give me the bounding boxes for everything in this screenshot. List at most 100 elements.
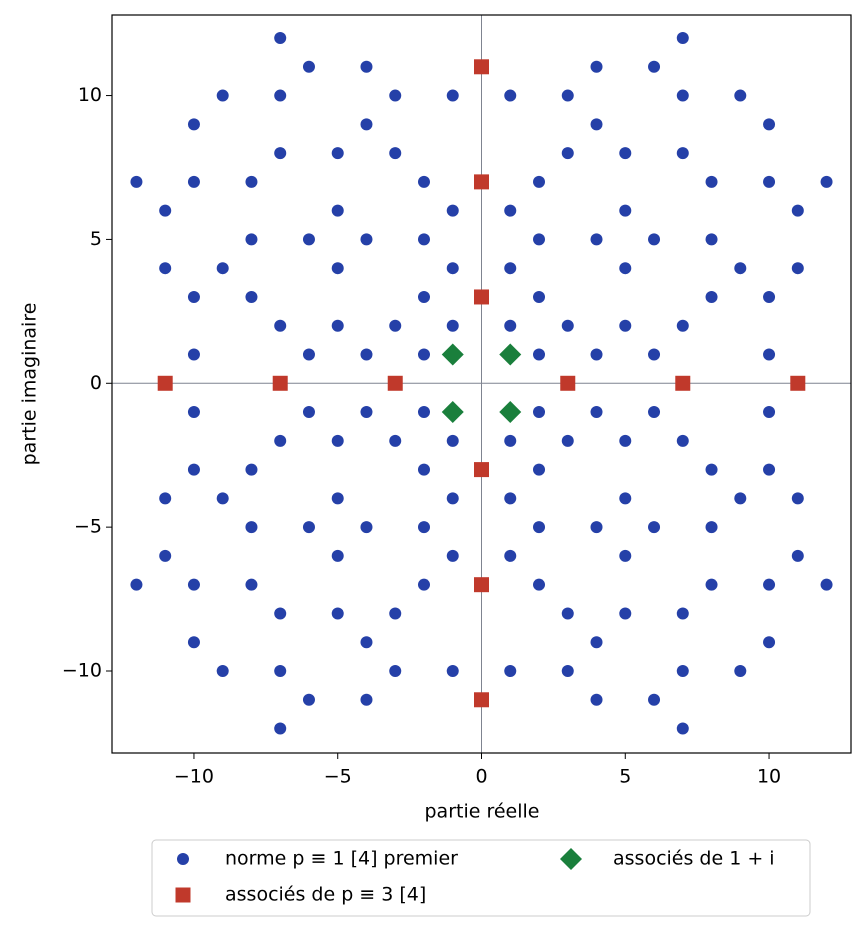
point <box>590 406 603 419</box>
point <box>274 319 287 332</box>
point <box>561 665 574 677</box>
point <box>619 204 632 217</box>
point <box>187 175 200 188</box>
point <box>331 262 344 275</box>
point <box>676 722 689 735</box>
point <box>446 665 459 677</box>
point <box>274 32 287 45</box>
point <box>389 665 402 677</box>
point <box>187 406 200 419</box>
point <box>417 348 430 361</box>
point <box>705 233 718 246</box>
point <box>705 175 718 188</box>
point <box>389 319 402 332</box>
point <box>763 636 776 649</box>
point <box>474 462 489 478</box>
point <box>619 434 632 447</box>
point <box>389 147 402 160</box>
point <box>245 578 258 591</box>
point <box>590 693 603 706</box>
point <box>533 290 546 303</box>
legend-marker <box>175 887 191 903</box>
point <box>676 89 689 102</box>
point <box>245 521 258 534</box>
x-tick-label: 5 <box>619 766 631 788</box>
point <box>705 290 718 303</box>
plot-frame <box>111 14 852 754</box>
point <box>446 434 459 447</box>
point <box>417 578 430 591</box>
legend-label: norme p ≡ 1 [4] premier <box>225 848 458 870</box>
point <box>504 665 517 677</box>
point <box>360 233 373 246</box>
point <box>274 89 287 102</box>
point <box>360 693 373 706</box>
point <box>504 89 517 102</box>
point <box>302 60 315 73</box>
point <box>474 59 489 75</box>
point <box>274 607 287 620</box>
point <box>331 204 344 217</box>
point <box>417 521 430 534</box>
point <box>560 375 576 391</box>
y-axis-label: partie imaginaire <box>19 303 41 466</box>
point <box>187 636 200 649</box>
point <box>676 32 689 45</box>
point <box>274 722 287 735</box>
point <box>216 492 229 505</box>
point <box>561 434 574 447</box>
point <box>648 60 661 73</box>
x-tick-label: 0 <box>475 766 487 788</box>
x-tick-label: −10 <box>174 766 214 788</box>
point <box>417 463 430 476</box>
point <box>791 204 804 217</box>
point <box>417 233 430 246</box>
point <box>159 262 172 275</box>
point <box>504 204 517 217</box>
point <box>791 549 804 562</box>
point <box>676 607 689 620</box>
point <box>619 492 632 505</box>
point <box>734 665 747 677</box>
point <box>763 290 776 303</box>
point <box>360 348 373 361</box>
point <box>590 521 603 534</box>
point <box>446 319 459 332</box>
point <box>331 549 344 562</box>
point <box>446 549 459 562</box>
point <box>533 348 546 361</box>
point <box>619 262 632 275</box>
point <box>474 289 489 305</box>
point <box>590 118 603 131</box>
point <box>331 319 344 332</box>
point <box>533 578 546 591</box>
point <box>302 406 315 419</box>
point <box>791 492 804 505</box>
point <box>302 693 315 706</box>
point <box>705 578 718 591</box>
point <box>272 375 288 391</box>
y-tick-label: −5 <box>74 516 102 538</box>
point <box>446 204 459 217</box>
point <box>130 578 143 591</box>
y-tick-label: 0 <box>90 372 102 394</box>
point <box>216 665 229 677</box>
x-axis-label: partie réelle <box>425 801 540 823</box>
point <box>504 549 517 562</box>
point <box>648 406 661 419</box>
point <box>763 348 776 361</box>
point <box>441 401 464 424</box>
point <box>360 406 373 419</box>
point <box>389 434 402 447</box>
point <box>533 233 546 246</box>
point <box>675 375 691 391</box>
y-tick-label: 10 <box>78 84 102 106</box>
point <box>187 348 200 361</box>
point <box>474 577 489 593</box>
point <box>561 319 574 332</box>
point <box>791 262 804 275</box>
point <box>159 492 172 505</box>
point <box>302 348 315 361</box>
point <box>187 118 200 131</box>
